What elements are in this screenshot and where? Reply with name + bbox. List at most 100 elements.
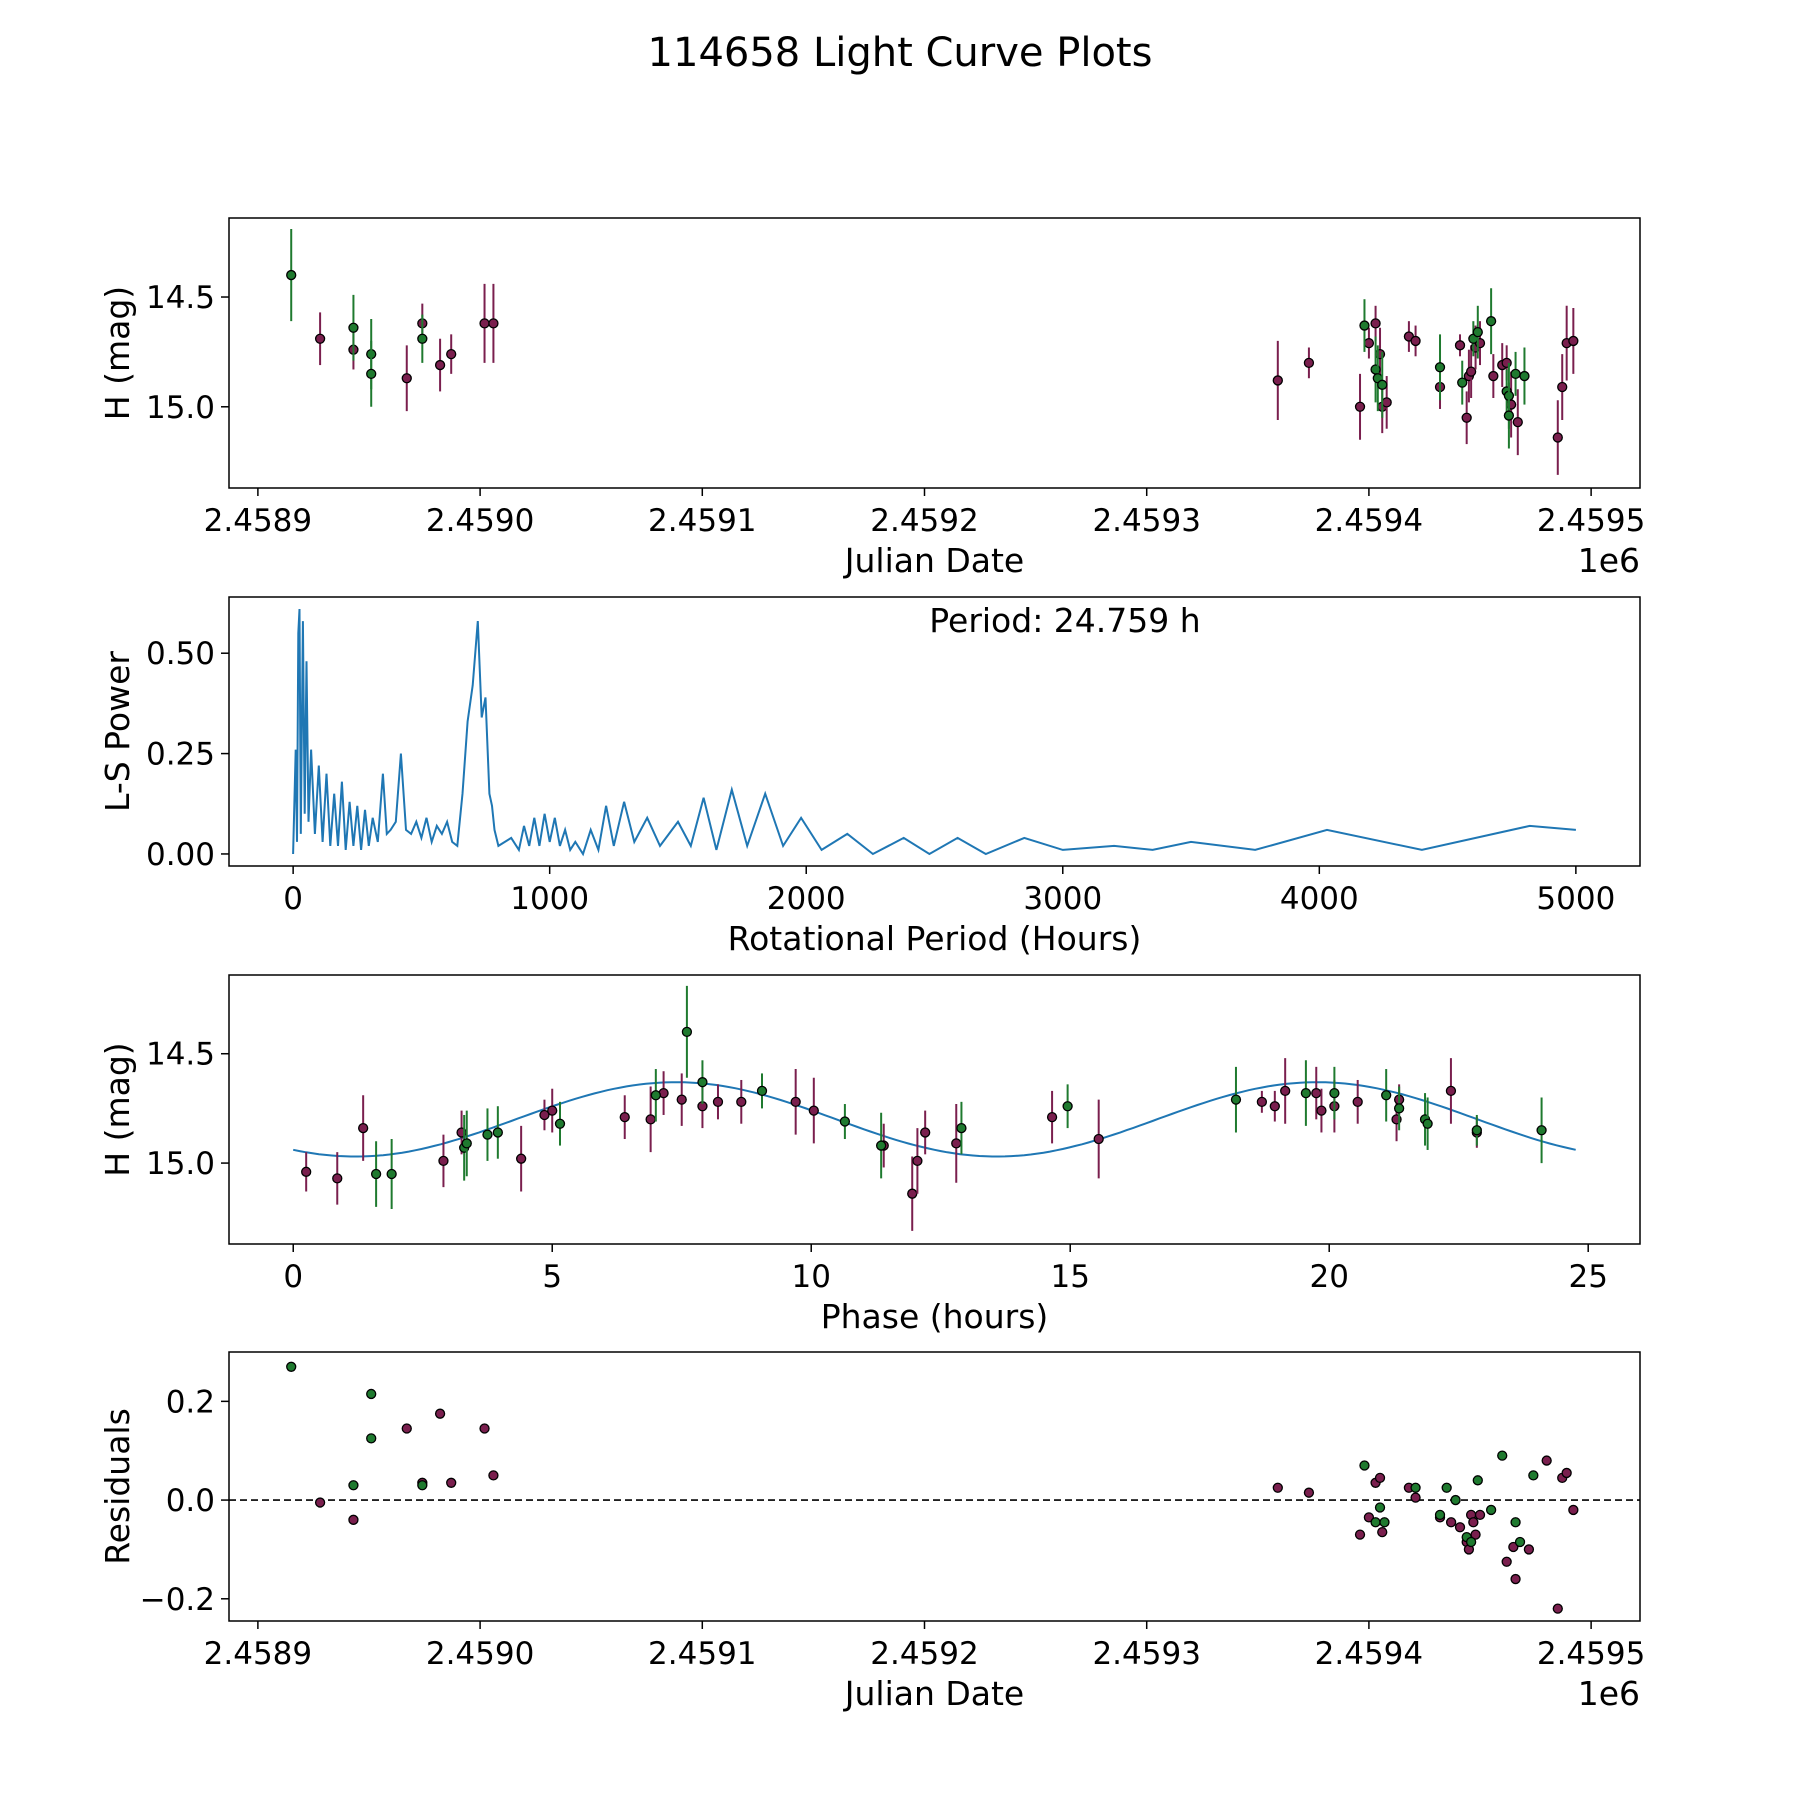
x-axis-label: Phase (hours) bbox=[821, 1297, 1049, 1336]
y-axis-label: L-S Power bbox=[98, 651, 137, 812]
data-point bbox=[348, 1514, 359, 1525]
data-point bbox=[1514, 1536, 1526, 1548]
axes-frame bbox=[228, 974, 1641, 1245]
data-point bbox=[401, 373, 412, 384]
y-tick-label: 0.0 bbox=[166, 1483, 215, 1519]
data-point bbox=[920, 1127, 931, 1138]
x-tick-label: 10 bbox=[791, 1259, 830, 1295]
data-point bbox=[438, 1155, 449, 1167]
data-point bbox=[1269, 1101, 1280, 1112]
x-tick-label: 0 bbox=[283, 881, 303, 917]
x-axis-label: Julian Date bbox=[843, 1674, 1025, 1713]
data-point bbox=[314, 1497, 326, 1508]
x-tick-label: 2.4595 bbox=[1537, 1636, 1645, 1672]
data-point bbox=[1568, 335, 1579, 347]
plot-area bbox=[229, 1361, 1640, 1614]
x-tick-label: 0 bbox=[283, 1259, 303, 1295]
plot-area bbox=[286, 228, 1579, 475]
data-point bbox=[1465, 366, 1477, 377]
panels: 2.4589 2.4590 2.4591 2.4592 2.4593 2.4594 2.45… bbox=[98, 217, 1645, 1713]
data-point bbox=[488, 318, 499, 329]
y-axis-label: H (mag) bbox=[98, 1042, 137, 1176]
data-point bbox=[1354, 401, 1366, 412]
data-point bbox=[1272, 375, 1283, 386]
data-point bbox=[1461, 412, 1472, 423]
data-point bbox=[1046, 1112, 1058, 1123]
x-tick-label: 2.4591 bbox=[648, 503, 756, 539]
x-tick-label: 15 bbox=[1050, 1259, 1089, 1295]
panel-phased: 0 5 10 15 20 25 14.5 15.0 Phase (hours) H (mag) bbox=[98, 974, 1641, 1336]
data-point bbox=[446, 348, 457, 360]
x-tick-label: 2.4590 bbox=[426, 503, 534, 539]
data-point bbox=[875, 1140, 887, 1151]
data-point bbox=[539, 1109, 550, 1121]
x-tick-label: 4000 bbox=[1280, 881, 1359, 917]
y-tick-label: 0.25 bbox=[146, 737, 215, 773]
data-point bbox=[1363, 1512, 1375, 1523]
data-point bbox=[370, 1168, 382, 1180]
data-point bbox=[1434, 1509, 1446, 1521]
data-point bbox=[645, 1114, 656, 1125]
data-point bbox=[1510, 1573, 1521, 1585]
data-point bbox=[1457, 377, 1468, 388]
data-point bbox=[1352, 1096, 1363, 1107]
data-point bbox=[1561, 1467, 1572, 1479]
data-point bbox=[712, 1096, 724, 1107]
data-point bbox=[1508, 1541, 1519, 1553]
data-point bbox=[912, 1155, 923, 1167]
y-tick-label: 0.50 bbox=[146, 636, 215, 672]
x-offset-label: 1e6 bbox=[1578, 1674, 1640, 1713]
data-point bbox=[366, 1433, 377, 1444]
data-point bbox=[1528, 1470, 1539, 1481]
data-point bbox=[482, 1129, 493, 1140]
y-tick-label: 15.0 bbox=[146, 1146, 215, 1182]
plot-area bbox=[292, 608, 1576, 857]
data-point bbox=[1374, 1502, 1386, 1513]
data-point bbox=[401, 1423, 412, 1434]
periodogram-line bbox=[292, 608, 1576, 857]
data-point bbox=[1472, 1475, 1483, 1486]
x-tick-label: 2.4593 bbox=[1092, 1636, 1200, 1672]
data-point bbox=[366, 368, 377, 380]
data-point bbox=[1471, 1125, 1482, 1136]
y-tick-label: 0.00 bbox=[146, 837, 215, 873]
data-point bbox=[1303, 357, 1315, 369]
x-tick-label: 2.4590 bbox=[426, 1636, 534, 1672]
x-tick-label: 2.4594 bbox=[1315, 503, 1423, 539]
data-point bbox=[1485, 316, 1497, 327]
data-point bbox=[1316, 1105, 1327, 1116]
data-point bbox=[492, 1127, 503, 1138]
x-tick-label: 2000 bbox=[767, 881, 846, 917]
y-tick-label: 0.2 bbox=[166, 1384, 215, 1420]
data-point bbox=[1093, 1133, 1104, 1145]
data-point bbox=[1465, 1536, 1477, 1548]
data-point bbox=[1359, 1460, 1370, 1471]
x-tick-label: 1000 bbox=[510, 881, 589, 917]
y-tick-label: 14.5 bbox=[146, 1037, 215, 1073]
x-tick-label: 2.4594 bbox=[1315, 1636, 1423, 1672]
data-point bbox=[1503, 410, 1515, 421]
data-point bbox=[515, 1153, 527, 1164]
data-point bbox=[1552, 1603, 1563, 1614]
data-point bbox=[1468, 1517, 1479, 1528]
data-point bbox=[790, 1096, 801, 1107]
data-point bbox=[808, 1105, 819, 1116]
x-axis-label: Julian Date bbox=[843, 541, 1025, 580]
x-tick-label: 5 bbox=[542, 1259, 562, 1295]
x-tick-label: 2.4592 bbox=[870, 503, 978, 539]
data-point bbox=[1381, 1090, 1392, 1101]
data-point bbox=[358, 1122, 369, 1134]
data-point bbox=[1377, 379, 1388, 390]
model-curve bbox=[293, 1081, 1576, 1158]
data-point bbox=[1445, 1085, 1457, 1097]
data-point bbox=[1410, 335, 1421, 347]
x-tick-label: 2.4593 bbox=[1092, 503, 1200, 539]
data-point bbox=[1280, 1085, 1291, 1097]
panel-raw: 2.4589 2.4590 2.4591 2.4592 2.4593 2.4594 2.45… bbox=[98, 217, 1645, 580]
data-point bbox=[1450, 1494, 1461, 1506]
panel-periodogram: 0 1000 2000 3000 4000 5000 0.00 0.25 0.50 Rotatio… bbox=[98, 596, 1641, 958]
axes-frame bbox=[228, 217, 1641, 489]
data-point bbox=[1454, 340, 1466, 351]
data-point bbox=[1381, 397, 1392, 408]
